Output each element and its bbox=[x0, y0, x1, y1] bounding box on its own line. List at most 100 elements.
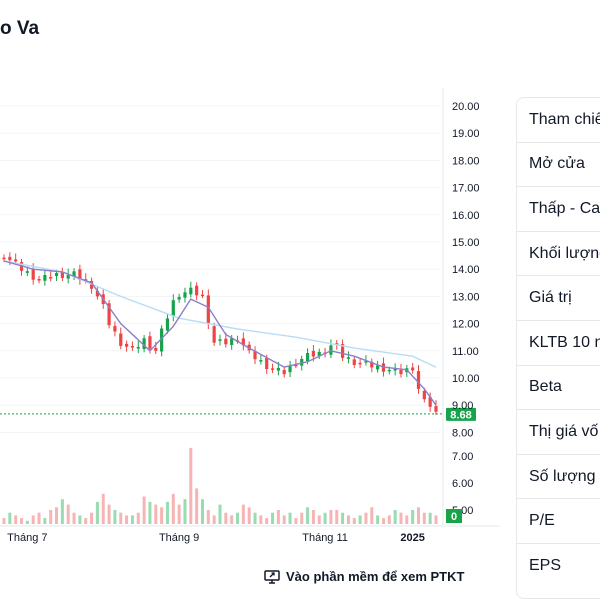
volume-bar bbox=[282, 515, 286, 524]
volume-bar bbox=[130, 515, 134, 524]
volume-bar bbox=[25, 520, 29, 524]
candle-body bbox=[300, 358, 304, 366]
y-tick-label: 14.00 bbox=[452, 264, 480, 276]
candle-body bbox=[335, 343, 339, 345]
volume-bar bbox=[329, 510, 333, 524]
volume-bar bbox=[323, 512, 327, 524]
candle-body bbox=[148, 336, 152, 349]
y-tick-label: 17.00 bbox=[452, 183, 480, 195]
y-tick-label: 19.00 bbox=[452, 128, 480, 140]
volume-bar bbox=[376, 515, 380, 524]
y-tick-label: 8.00 bbox=[452, 427, 473, 439]
candle-body bbox=[72, 271, 76, 277]
volume-bar bbox=[352, 518, 356, 524]
volume-bar bbox=[416, 507, 420, 524]
candle-body bbox=[200, 294, 205, 297]
y-tick-label: 15.00 bbox=[452, 237, 480, 249]
candle-body bbox=[416, 371, 421, 389]
volume-bar bbox=[341, 512, 345, 524]
volume-bar bbox=[72, 512, 76, 524]
candle-body bbox=[370, 361, 374, 368]
candle-body bbox=[31, 269, 35, 280]
volume-bar bbox=[335, 510, 339, 524]
info-row-reference: Tham chiế bbox=[517, 98, 600, 143]
volume-bar bbox=[288, 512, 292, 524]
volume-bar bbox=[224, 512, 228, 524]
volume-bar bbox=[306, 507, 310, 524]
y-tick-label: 13.00 bbox=[452, 291, 480, 303]
volume-bar bbox=[265, 518, 269, 524]
volume-bar bbox=[165, 501, 169, 524]
current-price-label: 8.68 bbox=[450, 409, 471, 421]
volume-bar bbox=[241, 504, 245, 524]
y-tick-label: 11.00 bbox=[452, 346, 479, 358]
current-price-badge bbox=[446, 407, 476, 421]
candle-body bbox=[224, 338, 228, 345]
candle-body bbox=[78, 269, 82, 280]
info-row-low-high: Thấp - Ca bbox=[517, 187, 600, 232]
candle-body bbox=[2, 257, 6, 260]
candle-body bbox=[311, 350, 316, 357]
open-ptkt-link[interactable]: Vào phần mềm để xem PTKT bbox=[264, 569, 464, 584]
candle-body bbox=[346, 357, 351, 359]
candle-body bbox=[358, 362, 362, 365]
candle-body bbox=[352, 359, 356, 365]
volume-bar bbox=[37, 512, 41, 524]
volume-bar bbox=[428, 512, 432, 524]
y-tick-label: 10.00 bbox=[452, 373, 480, 385]
candle-body bbox=[376, 365, 380, 370]
candle-body bbox=[387, 369, 391, 372]
candle-body bbox=[206, 295, 210, 325]
x-tick-label: Tháng 7 bbox=[7, 532, 47, 544]
volume-bar bbox=[271, 512, 275, 524]
candle-body bbox=[422, 390, 426, 400]
volume-bar bbox=[405, 515, 409, 524]
volume-bar bbox=[411, 510, 415, 524]
chart-canvas[interactable]: 8.68 20.00 19.00 18.00 17.00 16.00 15.00 14.00 1… bbox=[0, 88, 500, 558]
candle-body bbox=[428, 397, 432, 407]
candle-body bbox=[411, 367, 415, 371]
volume-bar bbox=[200, 499, 204, 524]
volume-bar bbox=[119, 512, 123, 524]
y-tick-label: 20.00 bbox=[452, 101, 480, 113]
volume-bar bbox=[206, 510, 210, 524]
volume-bar bbox=[317, 515, 321, 524]
volume-bar bbox=[381, 518, 385, 524]
volume-bar bbox=[311, 510, 315, 524]
candle-body bbox=[25, 271, 29, 273]
volume-bar bbox=[113, 510, 117, 524]
candle-body bbox=[95, 290, 100, 297]
volume-tick-label: 6.00 bbox=[452, 478, 473, 490]
candle-body bbox=[113, 325, 117, 332]
volume-bar bbox=[294, 518, 298, 524]
volume-bar bbox=[183, 499, 187, 524]
volume-bar bbox=[247, 507, 251, 524]
info-row-open: Mở cửa bbox=[517, 143, 600, 188]
volume-bar bbox=[195, 488, 199, 524]
volume-bar bbox=[171, 493, 175, 524]
monitor-icon bbox=[264, 569, 280, 584]
candle-body bbox=[329, 345, 333, 355]
ma-long-line bbox=[3, 260, 437, 368]
volume-bar bbox=[60, 499, 64, 524]
volume-bar bbox=[107, 504, 111, 524]
candle-body bbox=[195, 285, 199, 296]
candle-body bbox=[54, 273, 59, 277]
volume-bar bbox=[276, 510, 280, 524]
info-row-market-cap: Thị giá vố bbox=[517, 410, 600, 455]
candle-body bbox=[119, 333, 123, 346]
volume-bar bbox=[8, 512, 12, 524]
candle-body bbox=[60, 272, 64, 278]
volume-bar bbox=[148, 501, 152, 524]
volume-bar bbox=[160, 507, 164, 524]
volume-bar bbox=[31, 515, 35, 524]
y-tick-label: 18.00 bbox=[452, 155, 480, 167]
candle-body bbox=[364, 361, 368, 363]
volume-bar bbox=[49, 510, 53, 524]
stock-chart[interactable]: 8.68 20.00 19.00 18.00 17.00 16.00 15.00 14.00 1… bbox=[0, 88, 500, 558]
candle-body bbox=[259, 360, 263, 362]
volume-current-label: 0 bbox=[451, 511, 457, 523]
candle-body bbox=[136, 346, 140, 349]
volume-bar bbox=[387, 515, 391, 524]
info-row-shares: Số lượng c bbox=[517, 455, 600, 500]
